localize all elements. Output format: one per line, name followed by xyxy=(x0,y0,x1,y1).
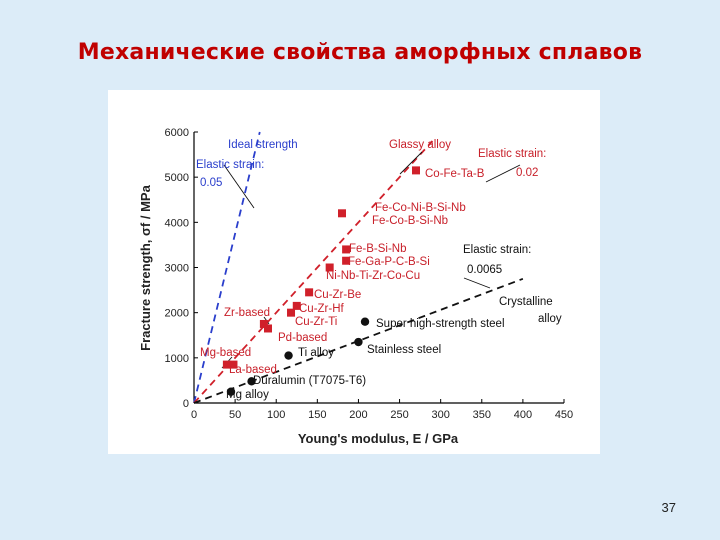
label-ideal-strength: Ideal strength xyxy=(228,139,298,151)
point-stainless-steel xyxy=(354,337,363,347)
y-tick-label: 1000 xyxy=(165,353,189,365)
arrow-crystalline xyxy=(463,277,491,289)
label-cu-zr-hf: Cu-Zr-Hf xyxy=(299,303,345,315)
label-elastic-ideal-title: Elastic strain: xyxy=(196,159,264,171)
label-ti-alloy: Ti alloy xyxy=(298,347,334,359)
point-mg-alloy xyxy=(226,387,236,396)
x-tick-label: 100 xyxy=(267,409,285,421)
label-elastic-glassy-value: 0.02 xyxy=(516,167,538,179)
y-axis-title: Fracture strength, σf / MPa xyxy=(138,184,153,350)
x-tick-label: 250 xyxy=(390,409,408,421)
label-elastic-cryst-value: 0.0065 xyxy=(467,264,502,276)
point-ni-nb-ti-zr-co-cu xyxy=(325,263,334,272)
y-tick-label: 3000 xyxy=(165,263,189,275)
x-axis-title: Young's modulus, E / GPa xyxy=(298,431,459,446)
slide-title: Механические свойства аморфных сплавов xyxy=(77,40,643,65)
y-tick-label: 5000 xyxy=(165,172,189,184)
label-la-based: La-based xyxy=(229,364,277,376)
label-crystalline-alloy: alloy xyxy=(538,313,562,325)
point-mg-based xyxy=(229,360,238,369)
point-cu-zr-be xyxy=(305,288,314,297)
point-duralumin-t7075-t6 xyxy=(247,377,256,386)
arrow-glassy xyxy=(485,164,521,183)
label-pd-based: Pd-based xyxy=(278,332,327,344)
x-tick-label: 0 xyxy=(191,409,197,421)
point-cu-zr-hf xyxy=(292,301,301,310)
point-co-fe-ta-b xyxy=(412,166,420,175)
arrow-ideal xyxy=(223,164,255,209)
point-la-based xyxy=(222,360,231,369)
y-tick-label: 2000 xyxy=(165,308,189,320)
x-tick-label: 350 xyxy=(473,409,491,421)
label-elastic-glassy-title: Elastic strain: xyxy=(478,148,546,160)
arrow-glassy-label xyxy=(399,151,423,175)
label-mg-alloy: Mg alloy xyxy=(226,389,269,401)
chart-svg: 0 50 100 150 200 250 300 350 400 450 0 1000 2000 3000… xyxy=(138,127,573,446)
point-ti-alloy xyxy=(284,351,293,360)
x-tick-label: 50 xyxy=(229,409,241,421)
label-cu-zr-be: Cu-Zr-Be xyxy=(314,289,361,301)
x-tick-label: 450 xyxy=(555,409,573,421)
chart-panel: 0 50 100 150 200 250 300 350 400 450 0 1000 2000 3000… xyxy=(108,90,600,454)
label-ni-nb: Ni-Nb-Ti-Zr-Co-Cu xyxy=(326,270,420,282)
label-elastic-ideal-value: 0.05 xyxy=(200,177,222,189)
label-cu-zr-ti: Cu-Zr-Ti xyxy=(295,316,337,328)
point-fe-ga-p-c-b-si xyxy=(342,256,351,265)
label-mg-based: Mg-based xyxy=(200,347,251,359)
label-zr-based: Zr-based xyxy=(224,307,270,319)
x-tick-label: 300 xyxy=(431,409,449,421)
point-super-high-strength-steel xyxy=(360,317,370,326)
label-crystalline: Crystalline xyxy=(499,296,553,308)
label-duralumin: Duralumin (T7075-T6) xyxy=(253,375,366,387)
trend-line-ideal xyxy=(193,131,261,404)
label-co-fe-ta-b: Co-Fe-Ta-B xyxy=(425,168,485,180)
point-pd-based xyxy=(264,324,272,333)
point-fe-co-ni-b-si-nb-fe-co-b-si-nb xyxy=(338,209,346,218)
label-super-steel: Super high-strength steel xyxy=(376,318,505,330)
label-glassy-alloy: Glassy alloy xyxy=(389,139,451,151)
y-tick-label: 0 xyxy=(183,398,189,410)
x-tick-label: 150 xyxy=(308,409,326,421)
label-fe-ga: Fe-Ga-P-C-B-Si xyxy=(348,256,430,268)
point-fe-b-si-nb xyxy=(342,245,351,254)
x-tick-label: 200 xyxy=(349,409,367,421)
trend-line-crystalline xyxy=(193,277,524,404)
page-number: 37 xyxy=(661,500,676,515)
x-tick-label: 400 xyxy=(514,409,532,421)
label-stainless: Stainless steel xyxy=(367,344,441,356)
point-cu-zr-ti xyxy=(287,308,296,317)
label-fe-b-si-nb: Fe-B-Si-Nb xyxy=(349,243,407,255)
point-zr-based xyxy=(259,319,268,328)
label-fe-co-ni: Fe-Co-Ni-B-Si-Nb xyxy=(375,202,466,214)
label-elastic-cryst-title: Elastic strain: xyxy=(463,244,531,256)
y-tick-label: 6000 xyxy=(165,127,189,139)
y-tick-label: 4000 xyxy=(165,217,189,229)
label-fe-co-b: Fe-Co-B-Si-Nb xyxy=(372,215,448,227)
